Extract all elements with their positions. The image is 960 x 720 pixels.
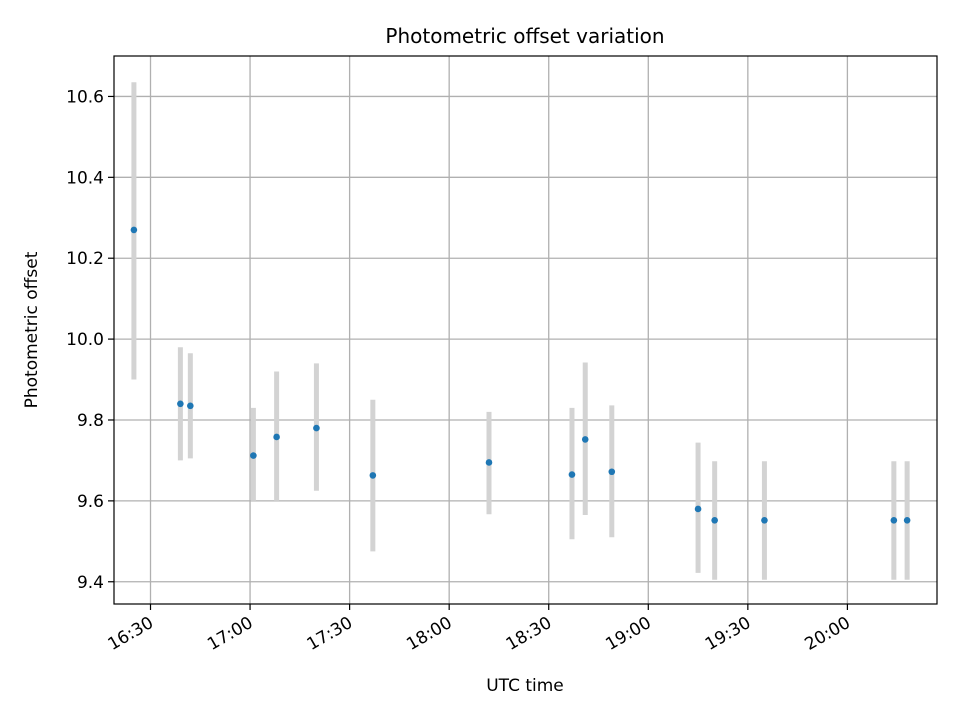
x-tick-label: 19:30: [702, 613, 754, 655]
data-point: [369, 472, 377, 479]
y-tick-label: 9.6: [77, 492, 104, 512]
x-axis-ticks: 16:30 17:00 17:30 18:00 18:30 19:00 19:30 20:00: [105, 604, 854, 655]
data-point: [568, 471, 576, 478]
data-point: [890, 516, 898, 524]
x-tick-label: 17:30: [304, 613, 356, 655]
data-point: [187, 402, 194, 410]
data-point: [711, 516, 718, 524]
y-tick-label: 9.8: [77, 411, 104, 431]
data-point: [581, 436, 589, 443]
data-point: [250, 452, 257, 459]
plot-frame: [113, 55, 938, 605]
data-point: [313, 424, 320, 432]
data-points: [130, 226, 911, 524]
data-point: [177, 400, 184, 408]
x-tick-label: 20:00: [801, 613, 853, 655]
x-tick-label: 19:00: [602, 613, 654, 655]
data-point: [485, 459, 493, 466]
y-tick-label: 10.6: [66, 87, 104, 107]
y-tick-label: 9.4: [77, 573, 104, 593]
data-point: [694, 505, 702, 513]
y-tick-label: 10.0: [66, 330, 104, 350]
data-point: [761, 516, 768, 524]
data-point: [130, 226, 138, 234]
x-tick-label: 18:30: [503, 613, 555, 655]
data-point: [608, 468, 616, 476]
chart-title: Photometric offset variation: [385, 24, 664, 48]
y-axis-ticks: 9.4 9.6 9.8 10.0 10.2 10.4 10.6: [66, 87, 114, 593]
x-tick-label: 17:00: [204, 613, 256, 655]
y-tick-label: 10.2: [66, 249, 104, 269]
x-axis-label: UTC time: [486, 676, 564, 696]
y-tick-label: 10.4: [66, 168, 104, 188]
data-point: [903, 516, 911, 524]
data-point: [273, 433, 280, 441]
grid: [114, 56, 937, 604]
y-axis-label: Photometric offset: [22, 251, 42, 408]
x-tick-label: 16:30: [105, 613, 157, 655]
x-tick-label: 18:00: [403, 613, 455, 655]
